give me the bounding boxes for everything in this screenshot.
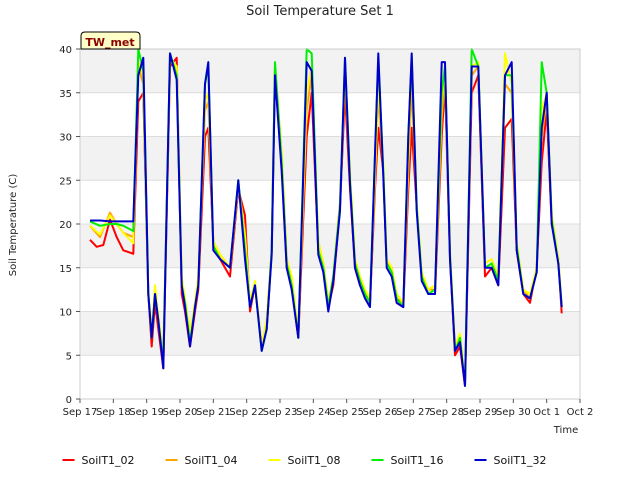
chart-title: Soil Temperature Set 1 <box>246 4 394 19</box>
y-axis-label: Soil Temperature (C) <box>8 174 19 277</box>
legend-item: SoilT1_16 <box>371 454 444 467</box>
series-lines <box>89 48 563 387</box>
y-tick-label: 5 <box>66 351 72 362</box>
x-tick-label: Sep 27 <box>396 407 431 418</box>
background-band <box>80 49 580 93</box>
site-badge-label: TW_met <box>85 36 134 49</box>
legend-item: SoilT1_04 <box>165 454 238 467</box>
site-badge: TW_met <box>80 31 141 50</box>
background-bands <box>80 49 580 356</box>
y-tick-label: 10 <box>59 308 72 319</box>
legend-label: SoilT1_04 <box>185 454 238 467</box>
legend-item: SoilT1_32 <box>474 454 547 467</box>
legend-label: SoilT1_02 <box>82 454 135 467</box>
x-tick-label: Sep 23 <box>263 407 298 418</box>
x-tick-label: Sep 28 <box>429 407 464 418</box>
y-tick-label: 40 <box>59 45 72 56</box>
x-tick-label: Oct 2 <box>567 407 594 418</box>
legend-label: SoilT1_08 <box>288 454 341 467</box>
legend-item: SoilT1_02 <box>62 454 135 467</box>
y-tick-label: 20 <box>59 220 72 231</box>
x-tick-label: Sep 19 <box>129 407 164 418</box>
y-tick-label: 0 <box>66 395 72 406</box>
legend: SoilT1_02 SoilT1_04 SoilT1_08 SoilT1_16 Soil… <box>62 454 547 467</box>
y-tick-label: 15 <box>59 264 72 275</box>
x-axis-label: Time <box>553 425 578 436</box>
legend-label: SoilT1_16 <box>391 454 444 467</box>
x-tick-label: Sep 24 <box>296 407 331 418</box>
background-band <box>80 311 580 356</box>
legend-item: SoilT1_08 <box>268 454 341 467</box>
x-tick-label: Sep 22 <box>229 407 264 418</box>
x-tick-label: Sep 18 <box>96 407 131 418</box>
background-band <box>80 136 580 181</box>
y-axis-ticks: 0 5 10 15 20 25 30 35 40 <box>59 45 80 406</box>
background-band <box>80 224 580 268</box>
x-tick-label: Oct 1 <box>533 407 560 418</box>
x-tick-label: Sep 17 <box>63 407 98 418</box>
y-tick-label: 30 <box>59 133 72 144</box>
y-tick-label: 25 <box>59 176 72 187</box>
x-tick-label: Sep 21 <box>196 407 231 418</box>
x-tick-label: Sep 25 <box>329 407 364 418</box>
x-tick-label: Sep 20 <box>163 407 198 418</box>
x-tick-label: Sep 26 <box>363 407 398 418</box>
x-tick-label: Sep 29 <box>463 407 498 418</box>
series-line-soilt1-32 <box>90 52 563 387</box>
y-tick-label: 35 <box>59 89 72 100</box>
x-tick-label: Sep 30 <box>496 407 531 418</box>
legend-label: SoilT1_32 <box>494 454 547 467</box>
